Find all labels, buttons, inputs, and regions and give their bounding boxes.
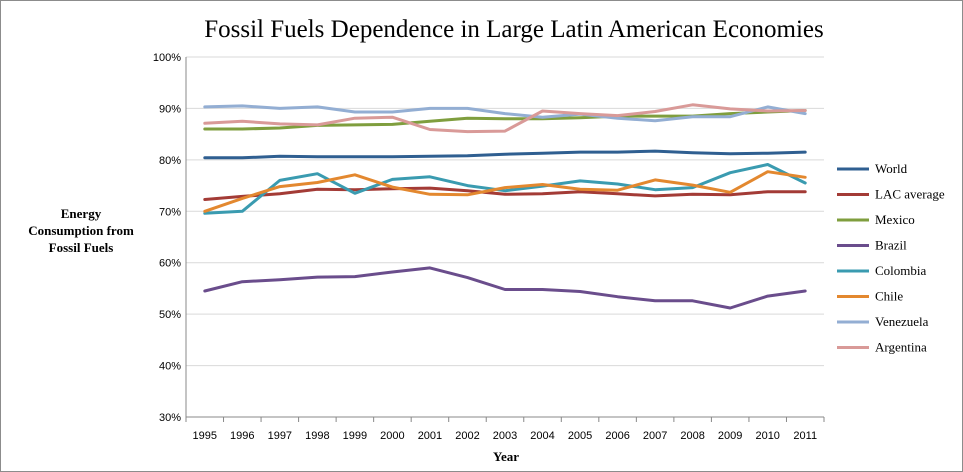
y-tick-label: 90% <box>159 103 181 115</box>
x-tick-label: 2006 <box>605 430 629 442</box>
legend-label-world: World <box>875 161 908 176</box>
series-line-colombia <box>203 163 807 215</box>
x-tick-label: 2009 <box>718 430 742 442</box>
y-tick-label: 40% <box>159 361 181 373</box>
x-tick-label: 1996 <box>230 430 254 442</box>
y-axis-title-line-1: Energy <box>61 206 102 221</box>
x-tick-labels: 1995 1996 1997 1998 1999 2000 2001 2002 2003 2004… <box>185 417 825 442</box>
legend-label-colombia: Colombia <box>875 263 927 278</box>
y-tick-label: 60% <box>159 258 181 270</box>
y-axis-title-line-2: Consumption from <box>28 223 134 238</box>
legend-label-chile: Chile <box>875 289 903 304</box>
series-lines <box>203 103 807 310</box>
y-axis-title-line-3: Fossil Fuels <box>49 240 114 255</box>
x-tick-label: 2001 <box>418 430 442 442</box>
x-tick-label: 2003 <box>493 430 517 442</box>
series-line-brazil <box>203 266 807 310</box>
series-line-lac-average <box>203 186 807 201</box>
x-tick-label: 1999 <box>343 430 367 442</box>
y-tick-labels: 30% 40% 50% 60% 70% 80% 90% 100% <box>153 52 181 424</box>
axes <box>185 57 824 418</box>
legend-label-mexico: Mexico <box>875 212 915 227</box>
x-tick-label: 1998 <box>305 430 329 442</box>
x-tick-label: 2002 <box>455 430 479 442</box>
legend-label-lac-average: LAC average <box>875 187 945 202</box>
y-tick-label: 50% <box>159 309 181 321</box>
y-tick-label: 80% <box>159 155 181 167</box>
series-line-venezuela <box>203 104 807 123</box>
x-tick-label: 1997 <box>268 430 292 442</box>
x-tick-label: 2005 <box>568 430 592 442</box>
x-tick-label: 1995 <box>193 430 217 442</box>
x-tick-label: 2000 <box>380 430 404 442</box>
grid-lines <box>186 56 824 367</box>
chart-title: Fossil Fuels Dependence in Large Latin A… <box>204 16 824 43</box>
x-axis-title: Year <box>493 449 519 464</box>
x-tick-label: 2008 <box>680 430 704 442</box>
legend-label-venezuela: Venezuela <box>875 314 929 329</box>
legend-label-brazil: Brazil <box>875 238 907 253</box>
x-tick-label: 2011 <box>793 430 817 442</box>
series-line-argentina <box>203 103 807 134</box>
x-tick-label: 2004 <box>530 430 554 442</box>
y-tick-label: 30% <box>159 412 181 424</box>
x-tick-label: 2010 <box>755 430 779 442</box>
x-tick-label: 2007 <box>643 430 667 442</box>
y-tick-label: 100% <box>153 52 181 64</box>
legend: World LAC average Mexico Brazil Colombia Chil… <box>837 161 945 355</box>
y-tick-label: 70% <box>159 206 181 218</box>
series-line-chile <box>203 170 807 213</box>
legend-label-argentina: Argentina <box>875 340 927 355</box>
series-line-world <box>203 149 807 160</box>
